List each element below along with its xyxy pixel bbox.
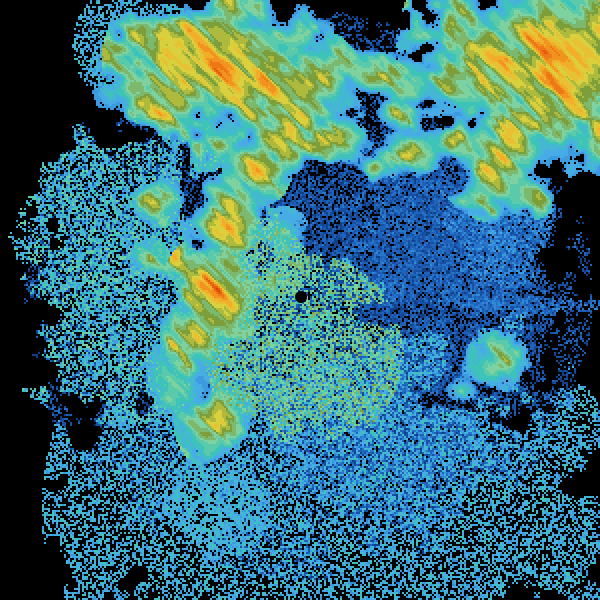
radar-image bbox=[0, 0, 600, 600]
radar-echo-canvas bbox=[0, 0, 600, 600]
